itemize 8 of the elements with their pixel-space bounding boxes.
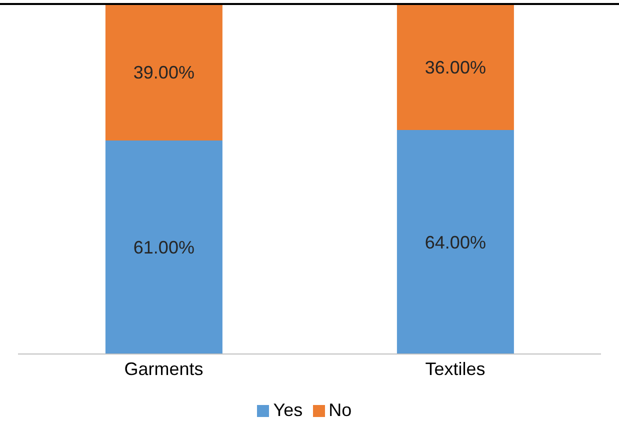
x-tick-label: Textiles — [425, 358, 486, 379]
data-label: 64.00% — [424, 232, 486, 252]
data-label: 39.00% — [133, 62, 194, 83]
x-tick-label: Garments — [124, 358, 204, 379]
data-label: 36.00% — [424, 57, 486, 78]
legend-label: No — [328, 400, 352, 420]
data-label: 61.00% — [133, 238, 194, 258]
legend-label: Yes — [273, 400, 303, 420]
